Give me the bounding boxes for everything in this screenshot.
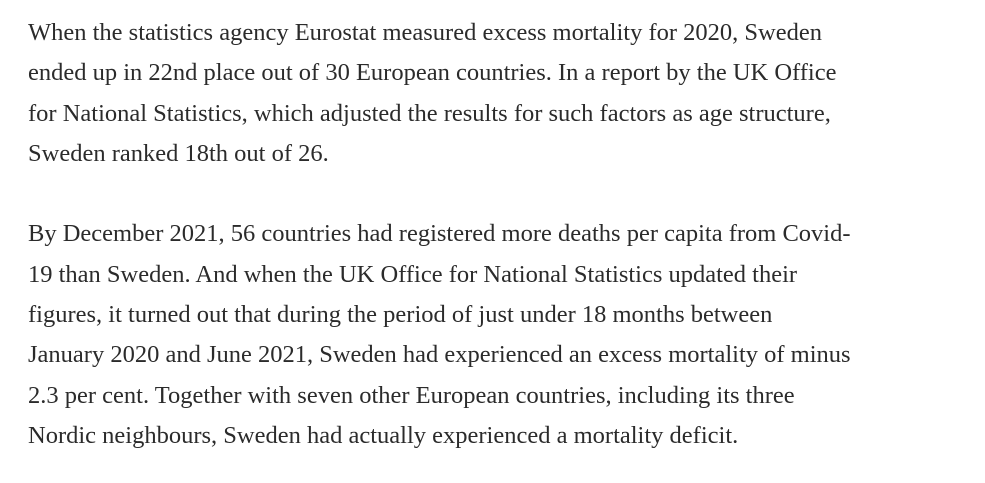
text-line: Sweden ranked 18th out of 26. bbox=[28, 139, 329, 167]
text-line: 2.3 per cent. Together with seven other … bbox=[28, 381, 795, 409]
text-line: figures, it turned out that during the p… bbox=[28, 301, 773, 329]
text-line: for National Statistics, which adjusted … bbox=[28, 99, 831, 127]
text-line: Nordic neighbours, Sweden had actually e… bbox=[28, 421, 739, 449]
text-line: By December 2021, 56 countries had regis… bbox=[28, 220, 851, 248]
text-line: ended up in 22nd place out of 30 Europea… bbox=[28, 59, 837, 87]
text-line: 19 than Sweden. And when the UK Office f… bbox=[28, 260, 798, 288]
paragraph: When the statistics agency Eurostat meas… bbox=[28, 13, 962, 174]
text-line: When the statistics agency Eurostat meas… bbox=[28, 19, 822, 46]
paragraph: By December 2021, 56 countries had regis… bbox=[28, 214, 962, 456]
article-body: When the statistics agency Eurostat meas… bbox=[28, 13, 962, 456]
text-line: January 2020 and June 2021, Sweden had e… bbox=[28, 341, 851, 369]
